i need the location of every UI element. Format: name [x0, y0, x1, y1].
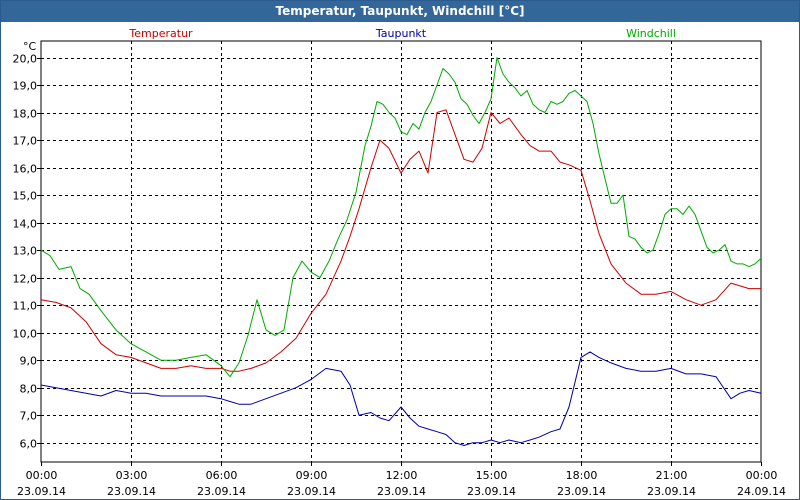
x-tick-time: 00:00: [26, 469, 58, 482]
y-tick-label: 15,0: [13, 190, 38, 203]
y-tick-label: 13,0: [13, 245, 38, 258]
x-tick-date: 23.09.14: [557, 485, 606, 498]
y-tick-label: 8,0: [20, 383, 38, 396]
y-tick-label: 11,0: [13, 300, 38, 313]
series-line-temperatur: [40, 109, 761, 372]
x-tick-time: 09:00: [296, 469, 328, 482]
x-tick-date: 23.09.14: [107, 485, 156, 498]
x-tick-time: 15:00: [476, 469, 508, 482]
y-tick-label: 20,0: [13, 53, 38, 66]
x-tick-date: 23.09.14: [377, 485, 426, 498]
x-tick-time: 06:00: [206, 469, 238, 482]
grid-lines: [41, 41, 761, 462]
x-tick-time: 12:00: [386, 469, 418, 482]
legend: Temperatur Taupunkt Windchill: [128, 27, 676, 40]
series-line-windchill: [40, 57, 762, 378]
y-tick-label: 16,0: [13, 163, 38, 176]
x-tick-date: 23.09.14: [467, 485, 516, 498]
x-tick-date: 23.09.14: [17, 485, 66, 498]
y-tick-label: 6,0: [20, 438, 38, 451]
legend-temperatur: Temperatur: [128, 27, 193, 40]
x-tick-time: 03:00: [116, 469, 148, 482]
x-tick-date: 23.09.14: [287, 485, 336, 498]
series-line-taupunkt: [40, 351, 762, 446]
legend-windchill: Windchill: [626, 27, 676, 40]
y-tick-label: 18,0: [13, 108, 38, 121]
y-axis: 6,0 7,0 8,0 9,0 10,0 11,0 12,0 13,0 14,0 15,0 16,0…: [13, 53, 41, 451]
y-tick-label: 14,0: [13, 218, 38, 231]
x-tick-date: 23.09.14: [647, 485, 696, 498]
x-tick-date: 23.09.14: [197, 485, 246, 498]
x-tick-time: 18:00: [566, 469, 598, 482]
y-tick-label: 9,0: [20, 355, 38, 368]
chart-canvas: 6,0 7,0 8,0 9,0 10,0 11,0 12,0 13,0 14,0 15,0 16,0…: [13, 27, 786, 498]
x-tick-time: 21:00: [656, 469, 688, 482]
x-tick-time: 00:00: [746, 469, 778, 482]
y-tick-label: 17,0: [13, 135, 38, 148]
x-axis: 00:00 23.09.14 03:00 23.09.14 06:00 23.09.14 0…: [17, 462, 786, 498]
window-title: Temperatur, Taupunkt, Windchill [°C]: [1, 1, 799, 22]
y-axis-label: °C: [23, 40, 37, 53]
y-tick-label: 7,0: [20, 410, 38, 423]
y-tick-label: 10,0: [13, 328, 38, 341]
x-tick-date: 24.09.14: [737, 485, 786, 498]
legend-taupunkt: Taupunkt: [375, 27, 427, 40]
y-tick-label: 12,0: [13, 273, 38, 286]
series-lines: [40, 57, 762, 446]
y-tick-label: 19,0: [13, 80, 38, 93]
